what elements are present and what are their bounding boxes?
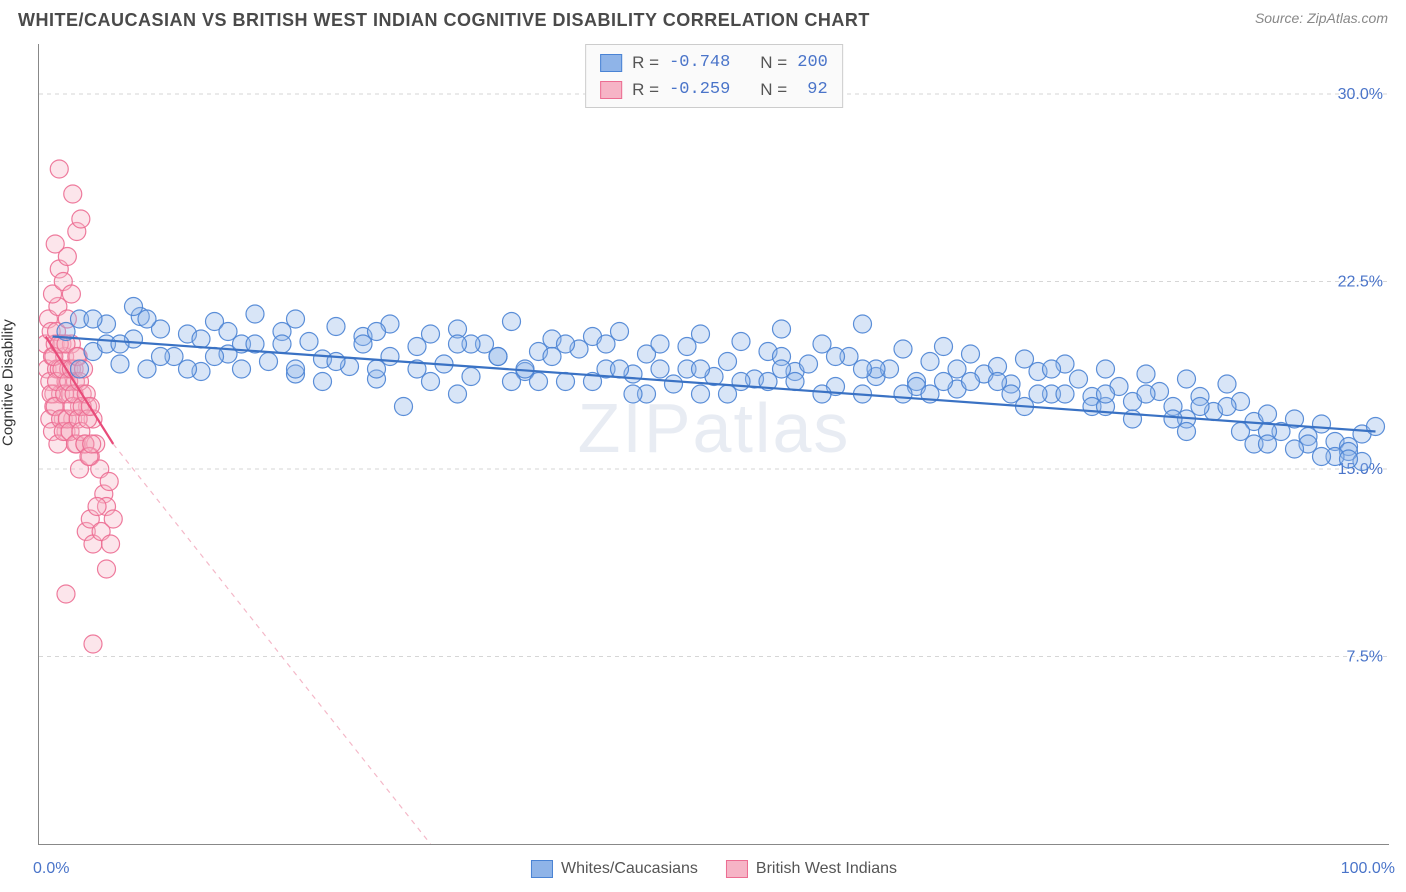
legend-item-1: Whites/Caucasians xyxy=(531,860,698,878)
n-value-1: 200 xyxy=(797,49,828,76)
source-label: Source: ZipAtlas.com xyxy=(1255,10,1388,26)
stats-row-series-2: R = -0.259 N = 92 xyxy=(600,76,828,103)
r-value-2: -0.259 xyxy=(669,76,730,103)
legend-swatch-2 xyxy=(726,860,748,878)
legend-item-2: British West Indians xyxy=(726,860,897,878)
bottom-legend: Whites/Caucasians British West Indians xyxy=(531,860,897,878)
scatter-plot: 7.5%15.0%22.5%30.0% xyxy=(39,44,1389,844)
legend-label-1: Whites/Caucasians xyxy=(561,860,698,878)
stats-row-series-1: R = -0.748 N = 200 xyxy=(600,49,828,76)
r-label-2: R = xyxy=(632,76,659,103)
x-axis-max-label: 100.0% xyxy=(1341,860,1395,878)
chart-area: 7.5%15.0%22.5%30.0% ZIPatlas R = -0.748 … xyxy=(38,44,1389,845)
n-label-2: N = xyxy=(760,76,787,103)
svg-text:7.5%: 7.5% xyxy=(1347,649,1383,666)
svg-text:22.5%: 22.5% xyxy=(1338,274,1383,291)
swatch-series-1 xyxy=(600,54,622,72)
x-axis-min-label: 0.0% xyxy=(33,860,69,878)
svg-text:30.0%: 30.0% xyxy=(1338,86,1383,103)
r-value-1: -0.748 xyxy=(669,49,730,76)
chart-title: WHITE/CAUCASIAN VS BRITISH WEST INDIAN C… xyxy=(18,10,870,31)
r-label-1: R = xyxy=(632,49,659,76)
legend-label-2: British West Indians xyxy=(756,860,897,878)
n-label-1: N = xyxy=(760,49,787,76)
n-value-2: 92 xyxy=(797,76,827,103)
legend-swatch-1 xyxy=(531,860,553,878)
y-axis-label: Cognitive Disability xyxy=(0,319,17,446)
stats-legend-box: R = -0.748 N = 200 R = -0.259 N = 92 xyxy=(585,44,843,108)
swatch-series-2 xyxy=(600,81,622,99)
